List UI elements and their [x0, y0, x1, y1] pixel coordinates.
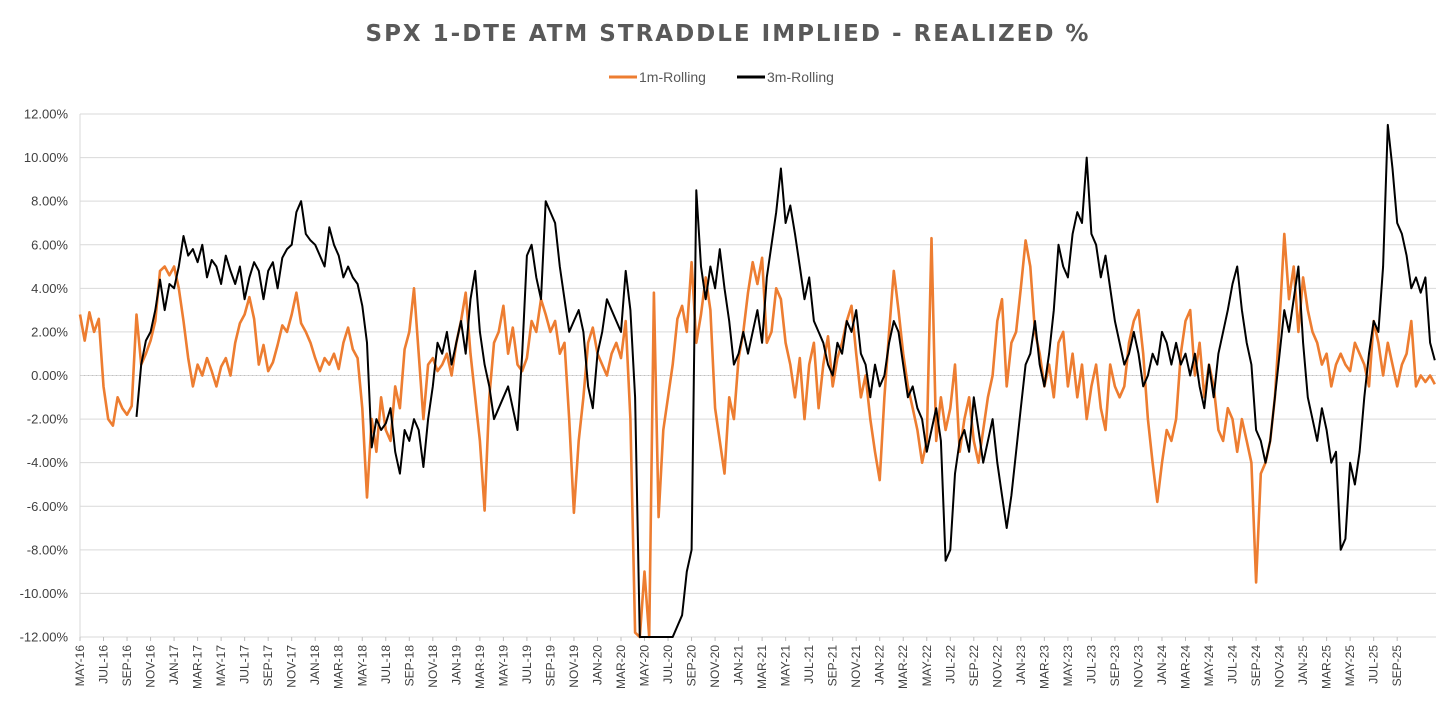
- x-tick-label: JAN-17: [167, 645, 181, 685]
- x-tick-label: JUL-23: [1084, 645, 1098, 684]
- x-tick-label: MAY-19: [496, 645, 510, 687]
- y-tick-label: -8.00%: [27, 542, 69, 557]
- gridlines: [79, 113, 1436, 638]
- x-tick-label: NOV-21: [849, 645, 863, 688]
- x-tick-label: JUL-16: [97, 645, 111, 684]
- x-tick-label: JAN-21: [732, 645, 746, 685]
- x-tick-label: MAR-19: [473, 645, 487, 689]
- x-tick-label: MAR-22: [896, 645, 910, 689]
- x-tick-label: SEP-16: [120, 645, 134, 687]
- x-tick-label: NOV-22: [990, 645, 1004, 688]
- y-tick-label: -6.00%: [27, 499, 69, 514]
- x-tick-label: MAY-25: [1343, 645, 1357, 687]
- x-tick-label: SEP-22: [967, 645, 981, 687]
- series-layer: [78, 123, 1436, 639]
- x-tick-label: SEP-23: [1108, 645, 1122, 687]
- y-tick-label: 6.00%: [31, 237, 68, 252]
- x-tick-label: MAR-23: [1037, 645, 1051, 689]
- x-tick-label: JAN-19: [449, 645, 463, 685]
- x-tick-label: SEP-21: [826, 645, 840, 687]
- y-tick-label: 2.00%: [31, 324, 68, 339]
- x-tick-label: MAY-18: [355, 645, 369, 687]
- y-tick-label: -12.00%: [20, 630, 69, 645]
- x-tick-label: MAY-17: [214, 645, 228, 687]
- y-tick-label: -2.00%: [27, 412, 69, 427]
- x-tick-label: MAR-25: [1320, 645, 1334, 689]
- legend-label-1m-rolling: 1m-Rolling: [639, 69, 706, 85]
- y-tick-label: 12.00%: [24, 107, 69, 122]
- x-tick-label: MAR-24: [1178, 645, 1192, 689]
- y-tick-label: 8.00%: [31, 194, 68, 209]
- x-axis: MAY-16 JUL-16 SEP-16 NOV-16 JAN-17 MAR-17 MAY-…: [73, 637, 1404, 689]
- x-tick-label: NOV-16: [144, 645, 158, 688]
- x-tick-label: JAN-18: [308, 645, 322, 685]
- x-tick-label: MAR-21: [755, 645, 769, 689]
- x-tick-label: JUL-18: [379, 645, 393, 684]
- y-tick-label: 10.00%: [24, 150, 69, 165]
- x-tick-label: NOV-20: [708, 645, 722, 688]
- x-tick-label: MAR-18: [332, 645, 346, 689]
- y-tick-label: 4.00%: [31, 281, 68, 296]
- legend-label-3m-rolling: 3m-Rolling: [767, 69, 834, 85]
- x-tick-label: MAY-22: [920, 645, 934, 687]
- x-tick-label: MAR-17: [191, 645, 205, 689]
- x-tick-label: JUL-24: [1226, 645, 1240, 684]
- x-tick-label: JUL-25: [1367, 645, 1381, 684]
- x-tick-label: SEP-24: [1249, 645, 1263, 687]
- x-tick-label: JUL-20: [661, 645, 675, 684]
- series-line-3m-rolling: [135, 123, 1436, 638]
- x-tick-label: MAR-20: [614, 645, 628, 689]
- x-tick-label: JUL-22: [943, 645, 957, 684]
- chart-title: SPX 1-DTE ATM STRADDLE IMPLIED - REALIZE…: [366, 21, 1091, 47]
- x-tick-label: SEP-17: [261, 645, 275, 687]
- x-tick-label: JAN-22: [873, 645, 887, 685]
- x-tick-label: JUL-21: [802, 645, 816, 684]
- y-tick-label: -10.00%: [20, 586, 69, 601]
- x-tick-label: NOV-17: [285, 645, 299, 688]
- x-tick-label: SEP-25: [1390, 645, 1404, 687]
- y-axis: 12.00% 10.00% 8.00% 6.00% 4.00% 2.00% 0.00% -2.…: [20, 107, 69, 645]
- x-tick-label: NOV-24: [1273, 645, 1287, 688]
- x-tick-label: NOV-23: [1131, 645, 1145, 688]
- x-tick-label: SEP-18: [402, 645, 416, 687]
- y-tick-label: -4.00%: [27, 455, 69, 470]
- x-tick-label: JUL-17: [238, 645, 252, 684]
- x-tick-label: MAY-24: [1202, 645, 1216, 687]
- x-tick-label: MAY-16: [73, 645, 87, 687]
- x-tick-label: MAY-23: [1061, 645, 1075, 687]
- x-tick-label: JAN-20: [590, 645, 604, 685]
- x-tick-label: SEP-19: [543, 645, 557, 687]
- x-tick-label: SEP-20: [685, 645, 699, 687]
- x-tick-label: MAY-20: [638, 645, 652, 687]
- x-tick-label: JUL-19: [520, 645, 534, 684]
- x-tick-label: JAN-23: [1014, 645, 1028, 685]
- x-tick-label: JAN-25: [1296, 645, 1310, 685]
- legend: 1m-Rolling 3m-Rolling: [609, 69, 834, 85]
- y-tick-label: 0.00%: [31, 368, 68, 383]
- x-tick-label: JAN-24: [1155, 645, 1169, 685]
- x-tick-label: NOV-19: [567, 645, 581, 688]
- x-tick-label: NOV-18: [426, 645, 440, 688]
- x-tick-label: MAY-21: [779, 645, 793, 687]
